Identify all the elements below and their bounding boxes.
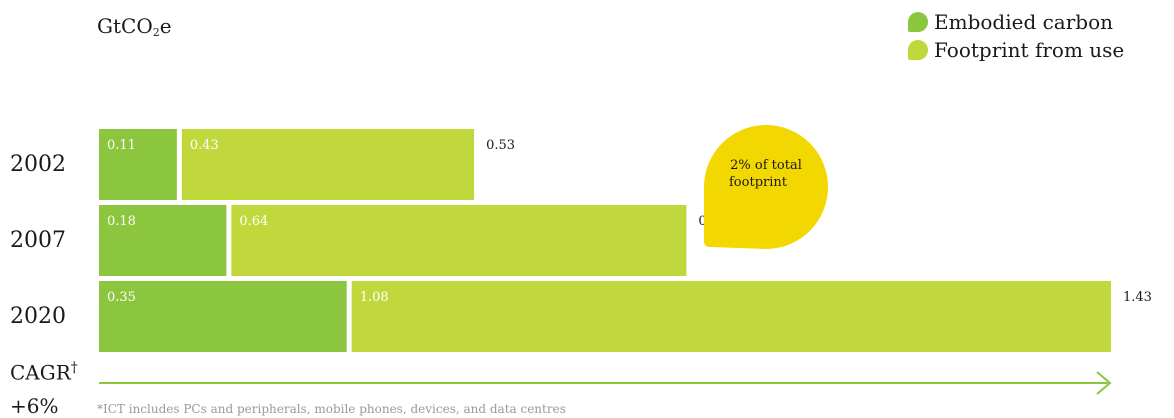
year-label-2007: 2007 — [10, 228, 66, 253]
legend: Embodied carbon Footprint from use — [908, 8, 1124, 64]
bar-label-embodied-2020: 0.35 — [107, 290, 136, 305]
legend-label-use: Footprint from use — [934, 38, 1125, 62]
bar-use-2002 — [181, 129, 475, 200]
unit-label: GtCO2e — [97, 14, 172, 39]
bar-label-use-2020: 1.08 — [360, 290, 389, 305]
bar-label-use-2002: 0.43 — [190, 138, 219, 153]
cagr-arrow-head — [1096, 371, 1112, 395]
callout-bubble: 2% of total footprint — [704, 125, 828, 249]
bar-embodied-2002 — [99, 129, 177, 200]
year-label-2020: 2020 — [10, 304, 66, 329]
bar-label-embodied-2002: 0.11 — [107, 138, 136, 153]
bar-label-use-2007: 0.64 — [239, 214, 268, 229]
total-label-2002: 0.53 — [486, 138, 515, 153]
callout-shape — [704, 125, 828, 249]
bar-embodied-2020 — [99, 281, 347, 352]
footnote: *ICT includes PCs and peripherals, mobil… — [97, 402, 566, 416]
year-label-2002: 2002 — [10, 152, 66, 177]
legend-swatch-use — [908, 40, 928, 60]
bar-use-2020 — [351, 281, 1111, 352]
callout-line-2: footprint — [729, 175, 788, 190]
callout-line-1: 2% of total — [730, 158, 802, 173]
legend-swatch-embodied — [908, 12, 928, 32]
cagr-value: +6% — [10, 394, 59, 418]
legend-label-embodied: Embodied carbon — [934, 10, 1114, 34]
cagr-label: CAGR† — [10, 360, 78, 385]
total-label-2020: 1.43 — [1123, 290, 1152, 305]
bar-embodied-2007 — [99, 205, 227, 276]
bar-label-embodied-2007: 0.18 — [107, 214, 136, 229]
legend-item-embodied: Embodied carbon — [908, 8, 1124, 36]
bar-use-2007 — [231, 205, 687, 276]
legend-item-use: Footprint from use — [908, 36, 1124, 64]
